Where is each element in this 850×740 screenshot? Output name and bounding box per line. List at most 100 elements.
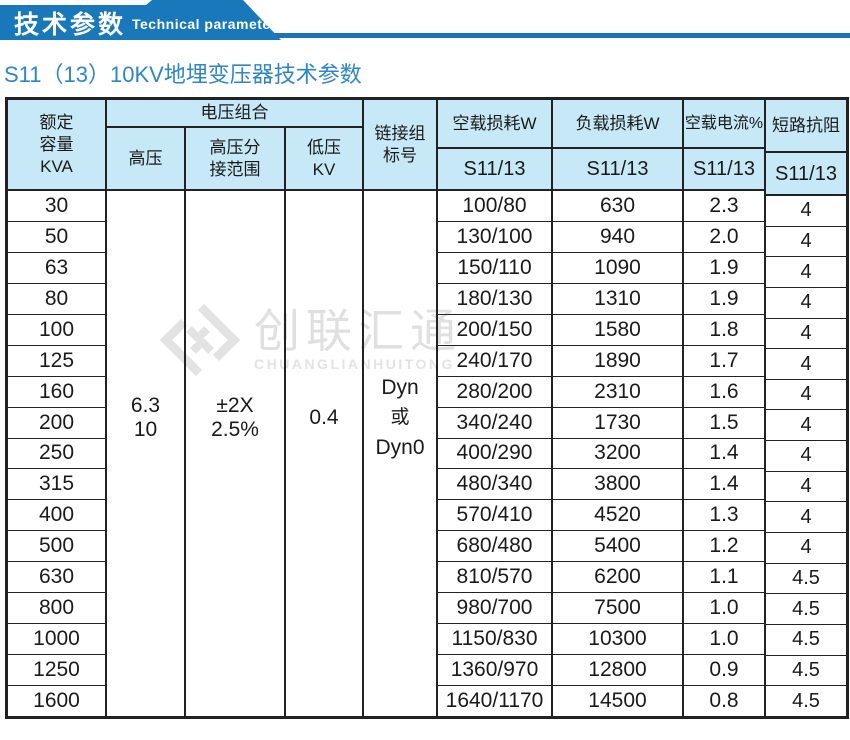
cell-load_loss: 14500 <box>588 688 647 712</box>
model-label: S11/13 <box>586 158 649 180</box>
cell-load_loss: 2310 <box>553 377 682 408</box>
cell-no_load_loss: 400/290 <box>438 439 551 470</box>
cell-load_loss: 4520 <box>553 500 682 532</box>
cell-load_loss: 1580 <box>553 315 682 346</box>
cell-no_load_current: 2.3 <box>684 191 764 222</box>
header-capacity: 额定 容量 KVA <box>7 99 106 190</box>
header-hv-tap-line: 高压分 <box>209 137 261 157</box>
cell-no_load_current: 1.5 <box>684 408 764 439</box>
header-vector-line: 标号 <box>383 145 417 165</box>
model-label: S11/13 <box>775 162 837 185</box>
cell-impedance: 4 <box>766 257 846 288</box>
cell-no_load_current: 1.6 <box>684 377 764 408</box>
cell-no_load_current: 1.9 <box>684 253 764 284</box>
header-no-load-loss-model: S11/13 <box>437 148 552 190</box>
header-impedance: 短路抗阻 <box>765 99 847 152</box>
header-lv-line: KV <box>312 159 336 179</box>
cell-load_loss: 630 <box>553 191 682 222</box>
header-lv-line: 低压 <box>307 137 341 157</box>
cell-impedance: 4 <box>766 502 846 534</box>
tap-value-line: ±2X <box>216 393 254 417</box>
header-no-load-current: 空载电流% <box>683 99 765 148</box>
merged-vector-cell: Dyn 或 Dyn0 <box>363 190 437 717</box>
cell-no_load_loss: 240/170 <box>438 346 551 377</box>
cell-no_load_current: 1.4 <box>684 439 764 470</box>
cell-kva: 250 <box>8 439 105 470</box>
merged-lv-value: 0.4 <box>309 405 339 429</box>
cell-impedance: 4 <box>766 196 846 227</box>
header-no-load-loss: 空载损耗W <box>437 99 552 148</box>
vector-value-line: Dyn0 <box>375 435 425 459</box>
cell-no_load_loss: 180/130 <box>438 284 551 315</box>
cell-no_load_loss: 340/240 <box>438 408 551 439</box>
cell-kva: 630 <box>8 562 105 594</box>
cell-no_load_loss: 280/200 <box>438 377 551 408</box>
watermark: 创联汇通 CHUANGLIANHUITONG <box>160 300 462 380</box>
merged-hv-cell: 6.3 10 <box>106 190 185 717</box>
cell-load_loss: 5400 <box>553 531 682 563</box>
merged-tap-value: ±2X 2.5% <box>211 394 259 442</box>
cell-no_load_loss: 570/410 <box>438 500 551 532</box>
cell-kva: 160 <box>8 377 105 408</box>
cell-impedance: 4 <box>766 227 846 258</box>
watermark-cn: 创联汇通 <box>254 305 462 357</box>
cell-no_load_loss: 980/700 <box>438 593 551 625</box>
cell-no_load_loss: 1150/830 <box>438 624 551 656</box>
cell-no_load_loss: 810/570 <box>438 562 551 594</box>
cell-no_load_loss: 200/150 <box>438 315 551 346</box>
cell-impedance: 4 <box>766 288 846 319</box>
hv-value-line: 10 <box>133 417 158 441</box>
cell-kva: 63 <box>8 253 105 284</box>
cell-load_loss: 1890 <box>553 346 682 377</box>
merged-hv-value: 6.3 10 <box>131 394 160 442</box>
cell-kva: 100 <box>8 315 105 346</box>
cell-no_load_current: 1.7 <box>684 346 764 377</box>
header-hv-tap: 高压分 接范围 <box>185 127 285 190</box>
cell-kva: 50 <box>8 222 105 253</box>
header-no-load-current-model: S11/13 <box>683 148 765 190</box>
model-label: S11/13 <box>463 158 526 180</box>
cell-no_load_loss: 1360/970 <box>438 655 551 686</box>
cell-impedance: 4 <box>766 380 846 411</box>
cell-no_load_loss: 100/80 <box>438 191 551 222</box>
cell-load_loss: 12800 <box>553 655 682 686</box>
cell-no_load_current: 2.0 <box>684 222 764 253</box>
header-hv: 高压 <box>106 127 185 190</box>
column-capacity: 30 50 63 80 100 125 160 200 250 315 400 500 630 800 10… <box>7 190 106 717</box>
cell-impedance: 4.5 <box>766 656 846 687</box>
column-no-load-current: 2.3 2.0 1.9 1.9 1.8 1.7 1.6 1.5 1.4 1.4 1.3 1.2 1.1 1… <box>683 190 765 717</box>
vector-value-line: Dyn <box>381 375 419 399</box>
cell-impedance: 4.5 <box>766 594 846 625</box>
cell-kva: 30 <box>8 191 105 222</box>
cell-impedance: 4 <box>766 533 846 564</box>
cell-kva: 125 <box>8 346 105 377</box>
cell-no_load_current: 1.0 <box>684 624 764 656</box>
cell-no_load_loss: 130/100 <box>438 222 551 253</box>
cell-impedance: 4.5 <box>792 689 820 712</box>
column-impedance: 4 4 4 4 4 4 4 4 4 4 4 4 4.5 4.5 4.5 4.5 4.5 <box>765 195 847 717</box>
column-no-load-loss: 100/80 130/100 150/110 180/130 200/150 240/17… <box>437 190 552 717</box>
cell-load_loss: 940 <box>553 222 682 253</box>
banner-subtitle: Technical parameter <box>132 16 277 32</box>
model-label: S11/13 <box>693 158 755 180</box>
cell-load_loss: 7500 <box>553 593 682 625</box>
cell-no_load_current: 1.3 <box>684 500 764 532</box>
cell-kva: 315 <box>8 469 105 501</box>
hv-value-line: 6.3 <box>130 393 161 417</box>
cell-no_load_current: 1.1 <box>684 562 764 594</box>
header-vector-line: 链接组 <box>374 123 426 143</box>
header-capacity-line: 额定 <box>39 112 74 132</box>
cell-kva: 1250 <box>8 655 105 686</box>
banner-title: 技术参数 <box>14 11 127 39</box>
cell-impedance: 4.5 <box>766 625 846 656</box>
cell-no_load_loss: 480/340 <box>438 469 551 501</box>
header-load-loss: 负载损耗W <box>552 99 683 148</box>
cell-kva: 200 <box>8 408 105 439</box>
cell-kva: 400 <box>8 500 105 532</box>
merged-tap-cell: ±2X 2.5% <box>185 190 285 717</box>
cell-no_load_loss: 1640/1170 <box>445 688 544 712</box>
cell-impedance: 4 <box>766 410 846 442</box>
cell-kva: 1600 <box>33 688 80 712</box>
watermark-text: 创联汇通 CHUANGLIANHUITONG <box>254 308 462 372</box>
cell-no_load_current: 0.9 <box>684 655 764 686</box>
